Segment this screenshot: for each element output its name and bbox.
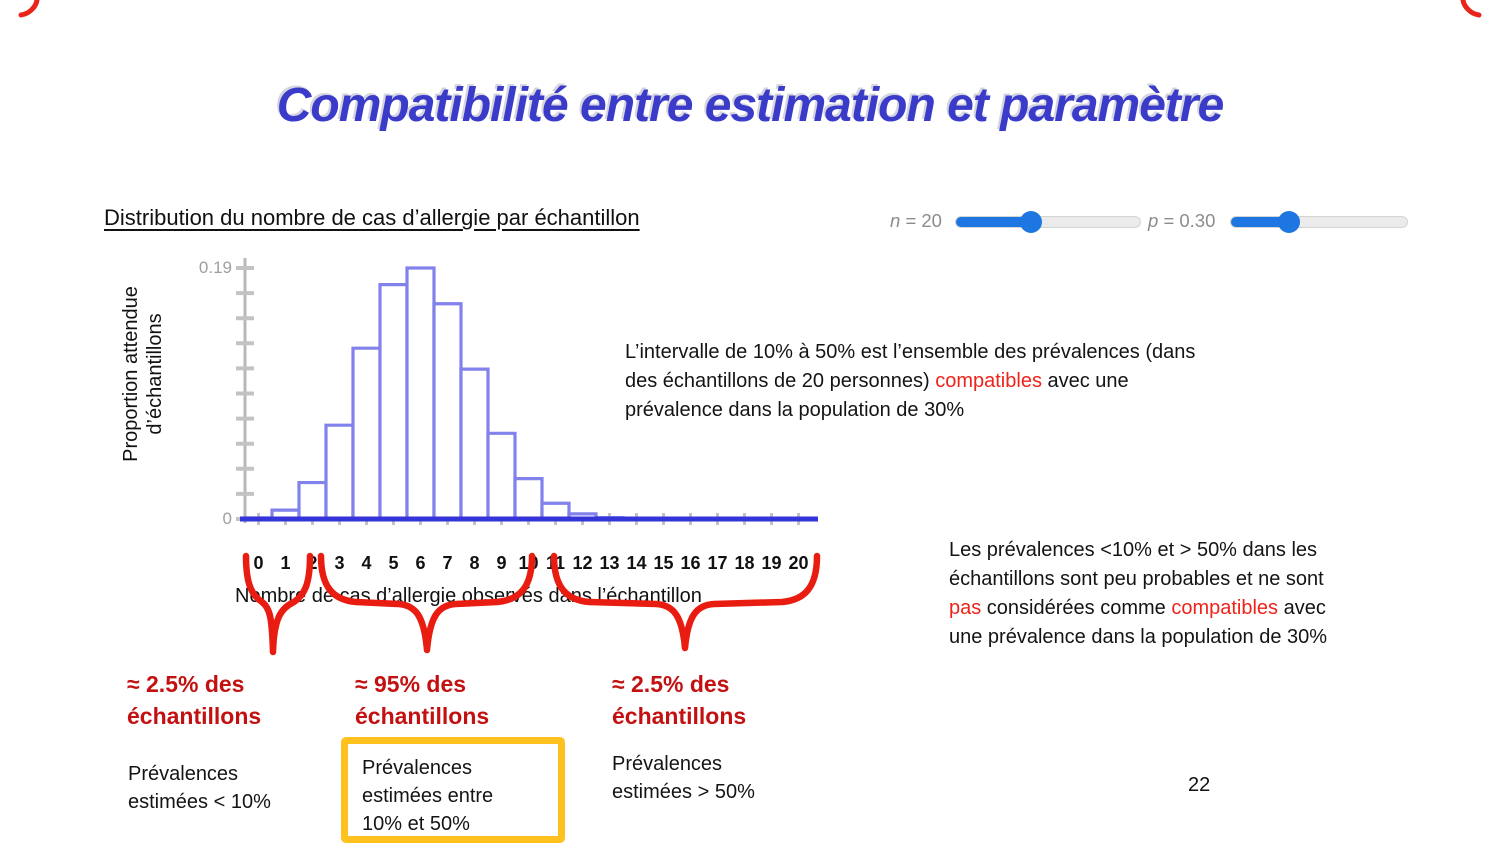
y-axis-title: Proportion attendue d’échantillons [120, 286, 166, 462]
histogram-bar-2 [297, 480, 328, 519]
x-axis-label-3: 3 [334, 553, 345, 573]
brace-right [550, 552, 821, 652]
x-axis-label-4: 4 [361, 553, 372, 573]
y-min-tick-label: 0 [222, 509, 232, 528]
y-max-tick-label: 0.19 [198, 258, 232, 277]
incompatible-explanation-text: Les prévalences <10% et > 50% dans les éc… [949, 539, 1328, 648]
prevalence-compatible-label: Prévalences estimées entre 10% et 50% [362, 757, 494, 835]
x-axis-label-13: 13 [599, 553, 620, 573]
label-right-tail-percent: ≈ 2.5% des échantillons [612, 671, 747, 729]
prevalence-high-label: Prévalences estimées > 50% [612, 753, 755, 803]
n-slider-handle[interactable] [1020, 211, 1043, 233]
p-slider[interactable] [1230, 211, 1408, 233]
p-slider-fill [1231, 217, 1290, 227]
n-value: = 20 [905, 210, 942, 231]
histogram-bar-5 [378, 283, 409, 519]
histogram-bar-7 [432, 302, 463, 519]
x-axis-labels: 0 1 2 3 4 5 6 7 8 9 10 11 12 13 14 15 16 17 18 19 20 [0, 553, 900, 579]
histogram-bar-10 [513, 477, 544, 519]
highlight-box: Prévalences estimées entre 10% et 50% [341, 737, 565, 843]
x-axis-label-14: 14 [626, 553, 647, 573]
brace-left [242, 552, 314, 656]
p-var: p [1148, 210, 1159, 231]
x-axis-label-9: 9 [496, 553, 507, 573]
n-slider-label: n = 20 [890, 210, 942, 232]
p-slider-handle[interactable] [1278, 211, 1301, 233]
n-slider-fill [956, 217, 1032, 227]
x-axis-label-19: 19 [761, 553, 782, 573]
histogram-bar-8 [459, 367, 490, 519]
histogram-chart [236, 258, 818, 525]
interval-explanation-text: L’intervalle de 10% à 50% est l’ensemble… [625, 341, 1196, 421]
x-axis-label-7: 7 [442, 553, 453, 573]
x-axis-label-1: 1 [280, 553, 291, 573]
x-axis-label-6: 6 [415, 553, 426, 573]
histogram-bar-4 [351, 346, 382, 519]
x-axis-label-5: 5 [388, 553, 399, 573]
x-axis-label-18: 18 [734, 553, 755, 573]
page-number: 22 [1188, 774, 1211, 796]
n-slider[interactable] [955, 211, 1141, 233]
x-axis-label-16: 16 [680, 553, 701, 573]
label-center-percent: ≈ 95% des échantillons [355, 671, 490, 729]
x-axis-label-8: 8 [469, 553, 480, 573]
brace-middle [317, 552, 536, 654]
histogram-bar-11 [540, 501, 571, 519]
label-left-tail-percent: ≈ 2.5% des échantillons [127, 671, 262, 729]
red-mark-top-right [1460, 0, 1482, 18]
histogram-bar-9 [486, 431, 517, 519]
x-axis-label-20: 20 [788, 553, 809, 573]
x-axis-label-12: 12 [572, 553, 593, 573]
x-axis-label-15: 15 [653, 553, 674, 573]
red-braces [242, 552, 821, 656]
x-axis-label-17: 17 [707, 553, 728, 573]
p-value: = 0.30 [1163, 210, 1216, 231]
x-axis-label-0: 0 [253, 553, 264, 573]
p-slider-label: p = 0.30 [1148, 210, 1215, 232]
histogram-bar-3 [324, 423, 355, 519]
prevalence-low-label: Prévalences estimées < 10% [128, 763, 271, 813]
slide-title: Compatibilité entre estimation et paramè… [276, 79, 1225, 132]
red-mark-top-left [18, 0, 40, 18]
chart-heading: Distribution du nombre de cas d’allergie… [104, 205, 640, 230]
n-var: n [890, 210, 901, 231]
histogram-bar-6 [405, 266, 436, 519]
